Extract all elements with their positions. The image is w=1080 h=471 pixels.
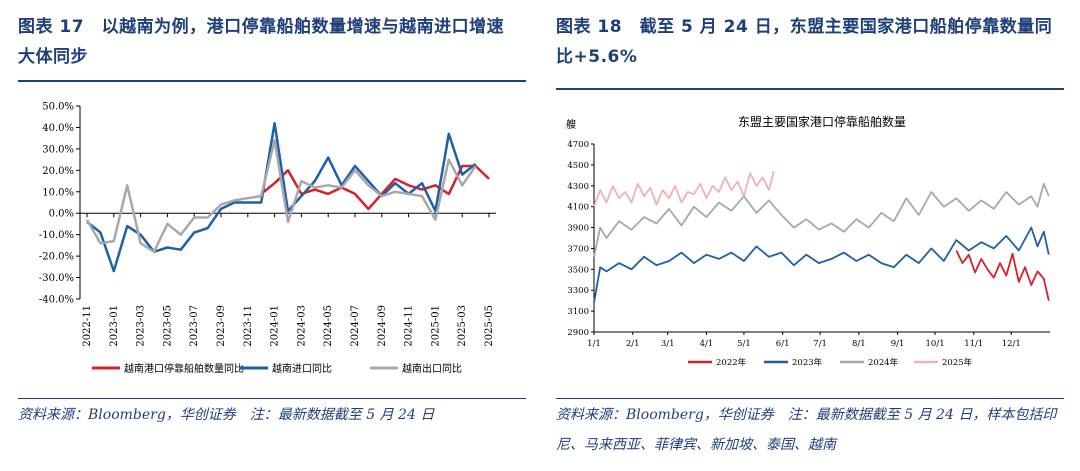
x-tick-label: 2025-03 <box>457 305 468 347</box>
y-tick-label: 4500 <box>567 161 589 171</box>
series-line <box>593 226 1050 303</box>
x-tick-label: 2023-09 <box>216 305 227 347</box>
figure-18-title: 图表 18 截至 5 月 24 日，东盟主要国家港口船舶停靠数量同比+5.6% <box>556 17 1053 67</box>
x-tick-label: 2024-07 <box>350 305 361 347</box>
series-line <box>955 250 1050 301</box>
x-tick-label: 2024-03 <box>296 305 307 347</box>
figure-17-source: 资料来源：Bloomberg，华创证券 注：最新数据截至 5 月 24 日 <box>18 407 435 423</box>
y-tick-label: 0.0% <box>49 209 74 220</box>
x-tick-label: 4/1 <box>700 339 714 349</box>
legend-label: 越南出口同比 <box>402 362 462 375</box>
source-rule <box>556 398 1064 399</box>
x-tick-label: 2023-01 <box>109 305 120 347</box>
title-rule <box>18 80 526 82</box>
y-tick-label: 3300 <box>567 286 589 296</box>
x-tick-label: 7/1 <box>813 339 827 349</box>
legend-label: 2023年 <box>792 357 823 368</box>
y-tick-label: -10.0% <box>39 230 74 241</box>
figure-18-source: 资料来源：Bloomberg，华创证券 注：最新数据截至 5 月 24 日，样本… <box>556 407 1057 453</box>
x-tick-label: 2025-05 <box>484 305 495 347</box>
x-tick-label: 2022-11 <box>82 305 93 347</box>
y-tick-label: 3900 <box>567 224 589 234</box>
series-line <box>85 139 477 254</box>
legend-label: 2025年 <box>942 357 973 368</box>
title-rule <box>556 88 1064 90</box>
x-tick-label: 6/1 <box>776 339 790 349</box>
y-tick-label: 3100 <box>567 307 589 317</box>
y-tick-label: 2900 <box>567 328 589 338</box>
x-tick-label: 2023-03 <box>136 305 147 347</box>
x-tick-label: 2025-01 <box>430 305 441 347</box>
x-tick-label: 8/1 <box>852 339 866 349</box>
x-tick-label: 10/1 <box>926 339 945 349</box>
x-tick-label: 2023-07 <box>189 305 200 347</box>
x-tick-label: 5/1 <box>737 339 751 349</box>
x-tick-label: 1/1 <box>587 339 601 349</box>
x-tick-label: 11/1 <box>964 339 983 349</box>
y-tick-label: 4700 <box>567 140 589 150</box>
series-line <box>593 182 1050 257</box>
legend-label: 2022年 <box>716 357 747 368</box>
y-tick-label: 4300 <box>567 182 589 192</box>
x-tick-label: 2024-11 <box>404 305 415 347</box>
legend-label: 2024年 <box>868 357 899 368</box>
figure-18-chart: 东盟主要国家港口停靠船舶数量 艘 4700 4500 4300 4100 3900 3700 3… <box>566 114 1050 368</box>
series-line <box>86 121 477 273</box>
x-tick-label: 2024-05 <box>323 305 334 347</box>
legend-label: 越南港口停靠船舶数量同比 <box>124 362 244 375</box>
y-axis-unit: 艘 <box>566 118 576 131</box>
x-tick-label: 3/1 <box>661 339 675 349</box>
y-tick-label: -20.0% <box>39 252 74 263</box>
x-tick-label: 12/1 <box>1002 339 1021 349</box>
y-tick-label: 20.0% <box>42 166 74 177</box>
figure-17-chart: 50.0% 40.0% 30.0% 20.0% 10.0% 0.0% -10.0% -20.0… <box>39 102 496 375</box>
series-line <box>593 170 775 208</box>
chart-title: 东盟主要国家港口停靠船舶数量 <box>738 114 906 129</box>
x-tick-label: 2/1 <box>626 339 640 349</box>
y-tick-label: 10.0% <box>42 187 74 198</box>
x-tick-label: 2024-01 <box>270 305 281 347</box>
figure-17-title: 图表 17 以越南为例，港口停靠船舶数量增速与越南进口增速大体同步 <box>18 17 505 67</box>
y-tick-label: -30.0% <box>39 273 74 284</box>
y-tick-label: 4100 <box>567 203 589 213</box>
x-tick-label: 9/1 <box>891 339 905 349</box>
y-tick-label: -40.0% <box>39 295 74 306</box>
x-tick-label: 2023-05 <box>162 305 173 347</box>
y-tick-label: 50.0% <box>42 102 74 113</box>
y-tick-label: 40.0% <box>42 123 74 134</box>
legend-label: 越南进口同比 <box>272 362 332 375</box>
figure-18-panel: 图表 18 截至 5 月 24 日，东盟主要国家港口船舶停靠数量同比+5.6% … <box>556 0 1064 471</box>
y-tick-label: 3500 <box>567 265 589 275</box>
source-rule <box>18 398 526 399</box>
y-tick-label: 30.0% <box>42 144 74 155</box>
x-tick-label: 2024-09 <box>377 305 388 347</box>
x-tick-label: 2023-11 <box>243 305 254 347</box>
y-tick-label: 3700 <box>567 244 589 254</box>
figure-17-panel: 图表 17 以越南为例，港口停靠船舶数量增速与越南进口增速大体同步 50.0% 4… <box>18 0 526 471</box>
